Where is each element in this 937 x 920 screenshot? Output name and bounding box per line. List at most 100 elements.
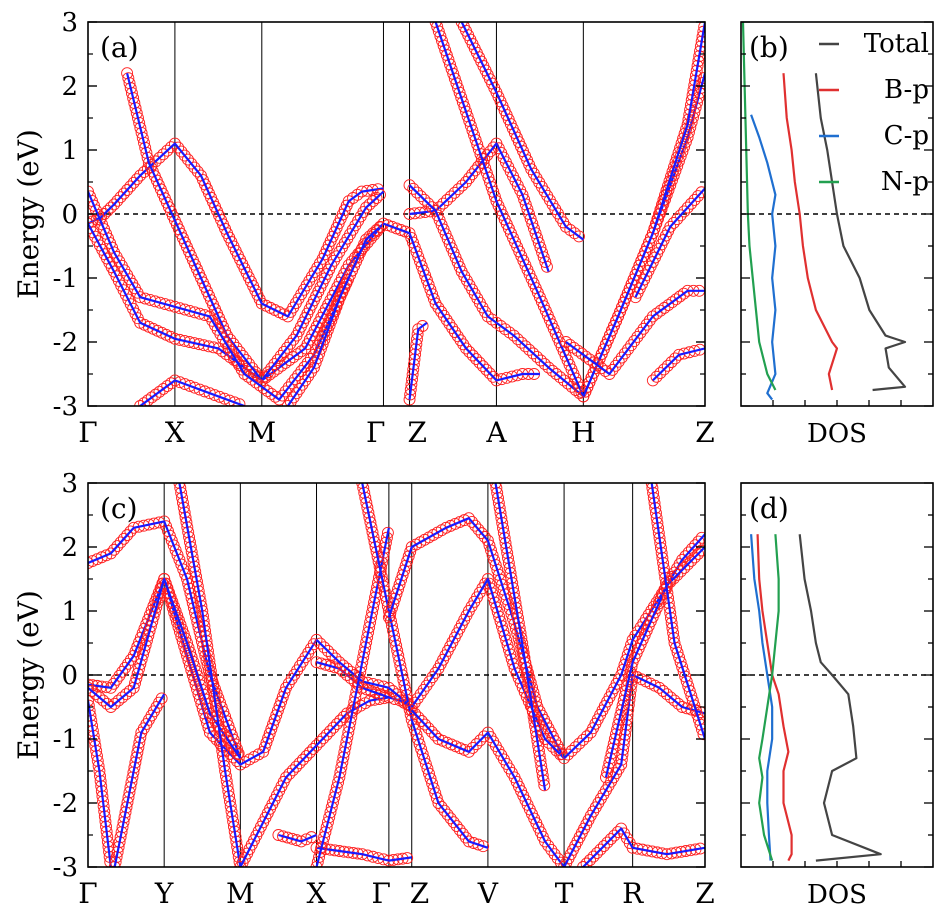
band-marker xyxy=(425,201,438,214)
band-marker xyxy=(433,201,446,214)
band-marker xyxy=(370,224,383,236)
band-marker xyxy=(696,77,705,89)
band-markers xyxy=(560,284,705,380)
band-marker xyxy=(621,680,634,693)
band-marker xyxy=(177,627,190,640)
band-marker xyxy=(425,725,438,738)
k-point-label: Y xyxy=(154,877,174,910)
band-marker xyxy=(300,833,313,846)
band-line xyxy=(408,184,585,398)
band-marker xyxy=(662,299,675,311)
panel-d-dos: DOS (d) xyxy=(740,482,934,910)
band-marker xyxy=(456,179,469,192)
band-marker xyxy=(277,345,290,358)
k-point-label: Z xyxy=(410,877,429,910)
band-marker xyxy=(546,740,559,753)
band-marker xyxy=(407,182,420,195)
band-marker xyxy=(88,694,94,707)
band-marker xyxy=(587,356,600,369)
band-marker xyxy=(480,363,493,376)
band-marker xyxy=(499,323,512,336)
band-marker xyxy=(515,336,528,349)
band-marker xyxy=(614,709,627,721)
band-marker xyxy=(392,583,404,596)
band-marker xyxy=(631,331,644,343)
band-marker xyxy=(157,148,170,161)
band-marker xyxy=(603,757,616,769)
band-marker xyxy=(591,359,604,372)
band-marker xyxy=(542,839,555,852)
band-marker xyxy=(277,830,289,843)
band-marker xyxy=(560,336,572,348)
panel-label: (a) xyxy=(100,31,139,64)
band-marker xyxy=(616,699,629,712)
band-marker xyxy=(168,137,181,150)
band-marker xyxy=(539,835,551,848)
band-marker xyxy=(371,550,384,563)
band-marker xyxy=(188,161,201,174)
band-marker xyxy=(545,843,558,856)
band-marker xyxy=(274,350,287,362)
dos-curve-bp xyxy=(782,73,839,391)
band-marker xyxy=(273,393,286,406)
band-marker xyxy=(325,648,338,661)
band-marker xyxy=(151,596,164,609)
band-marker xyxy=(135,653,148,666)
dos-curve-np xyxy=(741,22,777,391)
band-marker xyxy=(373,560,386,573)
band-marker xyxy=(673,290,686,303)
band-marker xyxy=(568,227,581,240)
y-tick-label: 2 xyxy=(61,533,78,563)
band-marker xyxy=(577,733,590,746)
band-line xyxy=(278,833,317,843)
band-marker xyxy=(382,611,395,624)
band-marker xyxy=(367,195,379,208)
band-marker xyxy=(134,169,147,182)
band-marker xyxy=(387,624,399,637)
band-marker xyxy=(487,591,500,604)
band-marker xyxy=(104,201,117,214)
band-marker xyxy=(658,363,670,376)
band-marker xyxy=(364,516,377,529)
band-marker xyxy=(637,322,650,335)
band-marker xyxy=(148,606,161,619)
k-point-label: R xyxy=(622,877,644,910)
band-marker xyxy=(164,591,177,604)
band-marker xyxy=(500,634,513,647)
band-marker xyxy=(613,713,626,726)
band-marker xyxy=(188,337,201,350)
band-marker xyxy=(470,738,483,751)
band-markers xyxy=(600,544,705,784)
band-marker xyxy=(181,153,194,166)
band-marker xyxy=(443,318,456,330)
band-marker xyxy=(191,669,204,682)
band-marker xyxy=(494,615,507,628)
band-marker xyxy=(685,555,698,567)
band-marker xyxy=(402,550,415,563)
band-marker xyxy=(523,343,536,356)
band-marker xyxy=(377,580,390,593)
band-marker xyxy=(389,634,402,647)
band-marker xyxy=(432,301,445,314)
band-marker xyxy=(486,313,499,326)
dos-curve-bp xyxy=(756,534,793,862)
band-marker xyxy=(696,723,705,736)
band-marker xyxy=(660,184,673,197)
band-marker xyxy=(469,519,482,532)
band-marker xyxy=(519,340,532,353)
band-marker xyxy=(608,733,621,745)
band-marker xyxy=(497,624,510,637)
band-marker xyxy=(363,511,376,524)
band-marker xyxy=(257,745,270,758)
band-marker xyxy=(654,304,667,317)
band-line xyxy=(315,527,390,867)
band-marker xyxy=(186,597,199,609)
band-marker xyxy=(554,371,567,384)
band-marker xyxy=(293,382,306,395)
band-marker xyxy=(665,356,678,369)
band-marker xyxy=(233,345,246,358)
band-marker xyxy=(623,670,636,683)
band-marker xyxy=(97,694,110,707)
k-point-label: Γ xyxy=(366,416,385,449)
